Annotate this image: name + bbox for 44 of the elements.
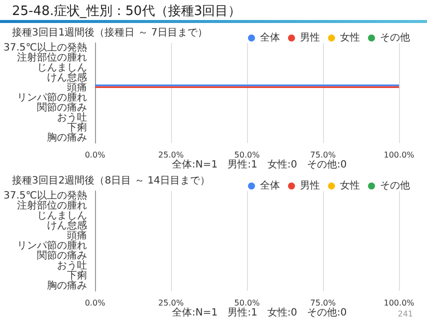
y-tick-label: けん怠感: [47, 220, 87, 232]
x-tick-label: 25.0%: [158, 150, 184, 160]
y-tick-label: 下痢: [67, 122, 87, 134]
y-tick-label: 注射部位の腫れ: [17, 200, 87, 212]
x-tick-label: 0.0%: [84, 150, 106, 160]
x-tick-label: 0.0%: [84, 298, 106, 308]
chart-title: 25-48.症状_性別：50代（接種3回目）: [11, 3, 242, 20]
chart-title: 接種3回目2週間後（8日目 ～ 14日目まで）: [12, 174, 210, 186]
x-tick-label: 75.0%: [310, 150, 336, 160]
x-tick-label: 100.0%: [384, 150, 415, 160]
x-tick-label: 50.0%: [234, 298, 260, 308]
y-tick-label: 胸の痛み: [47, 280, 87, 292]
y-tick-label: 下痢: [67, 270, 87, 282]
text: 全体:N=1 男性:1 女性:0 その他:0: [172, 158, 347, 170]
y-tick-label: リンパ節の腫れ: [17, 92, 87, 104]
y-tick-label: おう吐: [57, 112, 87, 124]
legend-label: 全体: [260, 32, 280, 44]
y-tick-label: 関節の痛み: [37, 250, 87, 262]
legend-label: 女性: [340, 32, 360, 44]
y-tick-label: じんましん: [37, 62, 87, 74]
y-tick-label: 関節の痛み: [37, 102, 87, 114]
legend-label: 男性: [300, 32, 320, 44]
x-tick-label: 75.0%: [310, 298, 336, 308]
x-tick-label: 25.0%: [158, 298, 184, 308]
legend-label: 男性: [300, 180, 320, 192]
y-tick-label: 37.5℃以上の発熱: [4, 190, 87, 202]
text: 241: [398, 310, 414, 318]
legend-label: その他: [380, 32, 410, 44]
y-tick-label: 胸の痛み: [47, 132, 87, 144]
legend-label: その他: [380, 180, 410, 192]
legend-label: 女性: [340, 180, 360, 192]
y-tick-label: けん怠感: [47, 72, 87, 84]
y-tick-label: じんましん: [37, 210, 87, 222]
y-tick-label: 頭痛: [67, 230, 87, 242]
y-tick-label: 頭痛: [67, 82, 87, 94]
chart-subtitle: 接種3回目1週間後（接種日 ～ 7日目まで）: [12, 26, 208, 38]
x-tick-label: 100.0%: [384, 298, 415, 308]
y-tick-label: おう吐: [57, 260, 87, 272]
legend-label: 全体: [260, 180, 280, 192]
y-tick-label: 37.5℃以上の発熱: [4, 42, 87, 54]
x-tick-label: 50.0%: [234, 150, 260, 160]
y-tick-label: リンパ節の腫れ: [17, 240, 87, 252]
text: 全体:N=1 男性:1 女性:0 その他:0: [172, 306, 347, 318]
y-tick-label: 注射部位の腫れ: [17, 52, 87, 64]
